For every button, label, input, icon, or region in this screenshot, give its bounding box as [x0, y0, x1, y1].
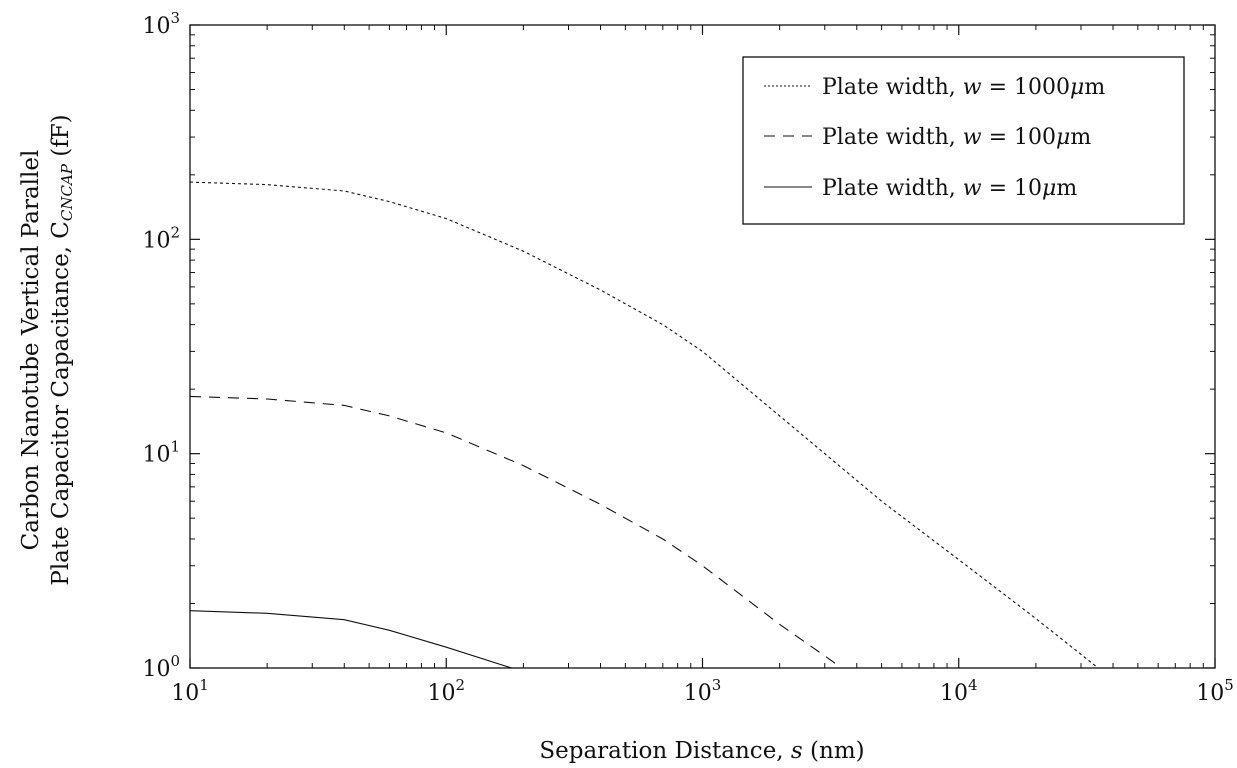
- legend-label-100: Plate width, w = 100μm: [822, 125, 1091, 150]
- series-line-1: [189, 395, 843, 669]
- series-line-0: [189, 181, 1099, 669]
- y-tick-label: 102: [142, 223, 180, 253]
- y-tick-labels: 100 101 102 103: [142, 9, 180, 682]
- minor-ticks: [190, 25, 1215, 668]
- legend: Plate width, w = 1000μm Plate width, w =…: [742, 56, 1185, 225]
- x-tick-label: 104: [940, 676, 978, 706]
- y-axis-title-line2: Plate Capacitor Capacitance, CCNCAP (fF): [48, 114, 76, 585]
- y-tick-label: 101: [142, 438, 180, 468]
- y-axis-title-line1: Carbon Nanotube Vertical Parallel: [18, 150, 44, 551]
- legend-label-1000: Plate width, w = 1000μm: [822, 75, 1105, 100]
- y-tick-label: 103: [142, 9, 180, 39]
- x-tick-label: 102: [427, 676, 465, 706]
- series-lines: [189, 181, 1099, 669]
- x-axis-title: Separation Distance, s (nm): [539, 738, 864, 764]
- legend-label-10: Plate width, w = 10μm: [822, 176, 1077, 201]
- y-tick-label: 100: [142, 652, 180, 682]
- x-tick-label: 105: [1196, 676, 1234, 706]
- legend-box: [742, 56, 1185, 225]
- series-line-2: [189, 610, 512, 669]
- x-tick-label: 101: [171, 676, 209, 706]
- x-tick-labels: 101 102 103 104 105: [171, 676, 1234, 706]
- major-ticks: [189, 24, 1216, 669]
- x-tick-label: 103: [684, 676, 722, 706]
